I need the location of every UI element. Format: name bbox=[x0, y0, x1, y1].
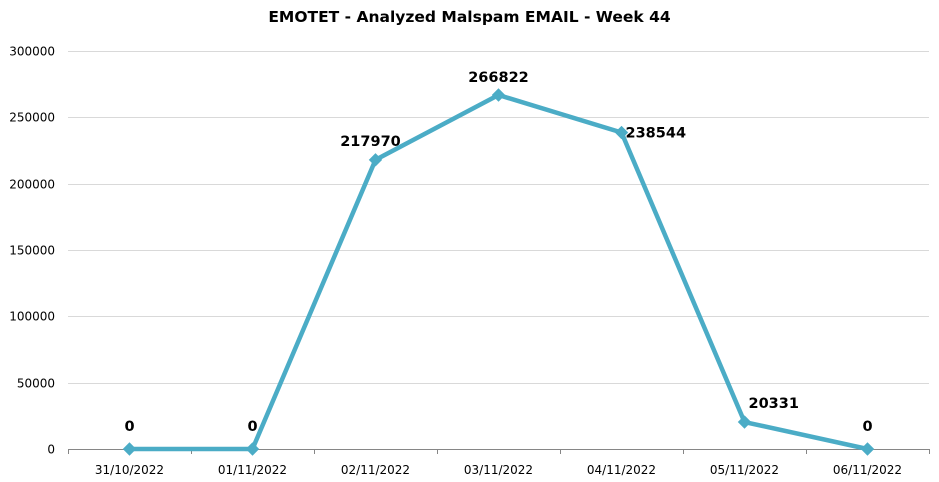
data-label: 266822 bbox=[468, 70, 529, 86]
data-label: 0 bbox=[247, 419, 257, 435]
y-tick-label: 150000 bbox=[9, 244, 55, 258]
data-point-marker bbox=[245, 442, 260, 456]
data-point-marker bbox=[737, 415, 752, 429]
x-tick-label: 03/11/2022 bbox=[464, 463, 533, 477]
data-point-marker bbox=[491, 88, 506, 102]
x-tick-label: 02/11/2022 bbox=[341, 463, 410, 477]
data-label: 0 bbox=[124, 419, 134, 435]
y-tick-label: 50000 bbox=[17, 377, 55, 391]
data-label: 217970 bbox=[340, 134, 401, 150]
data-point-marker bbox=[860, 442, 875, 456]
x-tick-label: 04/11/2022 bbox=[587, 463, 656, 477]
x-tick-label: 01/11/2022 bbox=[218, 463, 287, 477]
x-tick-label: 31/10/2022 bbox=[95, 463, 164, 477]
y-tick-label: 100000 bbox=[9, 310, 55, 324]
chart-title: EMOTET - Analyzed Malspam EMAIL - Week 4… bbox=[268, 8, 671, 26]
data-label: 0 bbox=[862, 419, 872, 435]
y-tick-label: 0 bbox=[47, 443, 55, 457]
y-tick-label: 250000 bbox=[9, 111, 55, 125]
x-tick-label: 06/11/2022 bbox=[833, 463, 902, 477]
x-tick-label: 05/11/2022 bbox=[710, 463, 779, 477]
data-point-marker bbox=[614, 125, 629, 140]
data-point-marker bbox=[122, 442, 137, 456]
y-tick-label: 300000 bbox=[9, 45, 55, 59]
data-label: 20331 bbox=[749, 396, 799, 412]
data-point-marker bbox=[368, 153, 383, 167]
data-label: 238544 bbox=[626, 126, 687, 142]
y-tick-label: 200000 bbox=[9, 178, 55, 192]
